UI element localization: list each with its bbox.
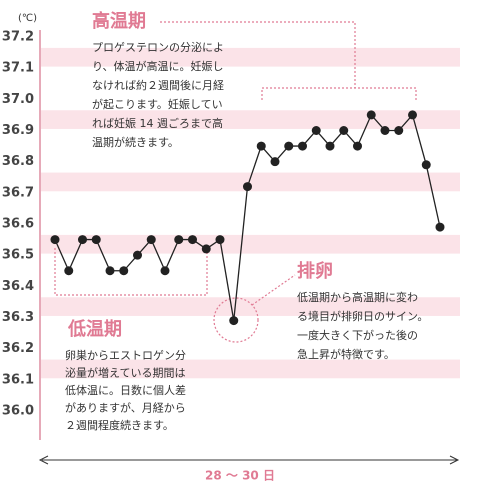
arrow-heads	[38, 455, 460, 465]
low-text: がありますが、月経から	[65, 401, 186, 415]
y-tick-label: 37.2	[2, 30, 34, 45]
plot	[50, 110, 445, 326]
point	[50, 235, 60, 245]
point	[160, 266, 170, 276]
high-text: 温期が続きます。	[92, 135, 179, 149]
point	[105, 266, 115, 276]
point	[201, 244, 211, 254]
point	[353, 141, 362, 151]
point	[64, 266, 74, 276]
y-tick-label: 36.8	[2, 154, 34, 169]
y-tick-label: 36.9	[2, 123, 34, 138]
low-text: ２週間程度続きます。	[65, 418, 174, 432]
point	[243, 182, 252, 192]
low-title: 低温期	[67, 318, 122, 340]
band	[40, 172, 460, 192]
ovulation-circle	[213, 297, 259, 343]
point	[78, 235, 87, 245]
y-tick-label: 36.1	[2, 372, 34, 387]
high-text: り、体温が高温に。妊娠し	[92, 59, 224, 73]
point	[174, 235, 184, 245]
point	[311, 126, 321, 135]
point	[380, 126, 390, 135]
point	[119, 266, 129, 276]
ovulation-title: 排卵	[297, 260, 333, 282]
y-tick-label: 36.3	[2, 310, 34, 325]
high-text: なければ約２週間後に月経	[92, 78, 224, 92]
point	[133, 250, 142, 260]
low-text: 卵巣からエストロゲン分	[65, 349, 186, 362]
point	[325, 141, 335, 151]
low-text: 低体温に。日数に個人差	[65, 383, 186, 397]
y-tick-label: 37.1	[2, 61, 34, 76]
point	[256, 141, 266, 151]
point	[339, 126, 349, 135]
y-tick-label: 36.5	[2, 248, 34, 263]
point	[421, 160, 431, 170]
high-text: プロゲステロンの分泌によ	[92, 41, 224, 54]
band	[40, 234, 460, 254]
point	[366, 110, 376, 120]
low-bracket	[54, 248, 208, 296]
high-title: 高温期	[92, 10, 146, 32]
band	[40, 110, 460, 129]
point	[435, 222, 445, 232]
point	[188, 235, 197, 245]
point	[91, 235, 101, 245]
high-text: れば妊娠 14 週ごろまで高	[92, 116, 223, 130]
y-tick-label: 36.0	[2, 404, 34, 419]
point	[229, 316, 239, 326]
y-tick-label: 37.0	[2, 92, 34, 107]
point	[284, 141, 294, 151]
ovulation-text: 急上昇が特徴です。	[297, 347, 395, 361]
band	[40, 297, 460, 316]
high-text: が起こります。妊娠してい	[92, 97, 223, 111]
high-bracket	[160, 21, 417, 100]
point	[146, 235, 156, 245]
y-tick-label: 36.6	[2, 217, 34, 232]
band	[40, 359, 460, 379]
point	[215, 235, 225, 245]
point	[408, 110, 417, 120]
y-tick-label: 36.7	[2, 185, 34, 200]
point	[298, 141, 307, 151]
point	[270, 157, 280, 167]
background-bands	[40, 47, 460, 379]
low-text: 泌量が増えている期間は	[65, 366, 185, 380]
y-tick-label: 36.2	[2, 341, 34, 356]
y-tick-label: 36.4	[2, 279, 34, 294]
ovulation-text: 低温期から高温期に変わ	[297, 290, 418, 304]
ovulation-text: る境目が排卵日のサイン。	[297, 309, 428, 323]
unit-label: (℃)	[18, 13, 37, 24]
ovulation-text: 一度大きく下がった後の	[297, 328, 418, 342]
ovulation-leader	[251, 274, 296, 306]
x-label: 28 ～ 30 日	[205, 469, 275, 483]
point	[394, 126, 404, 135]
